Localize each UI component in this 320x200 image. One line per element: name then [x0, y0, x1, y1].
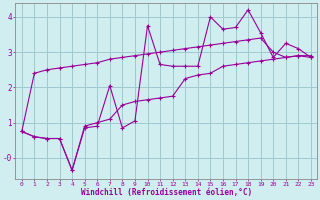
X-axis label: Windchill (Refroidissement éolien,°C): Windchill (Refroidissement éolien,°C) — [81, 188, 252, 197]
